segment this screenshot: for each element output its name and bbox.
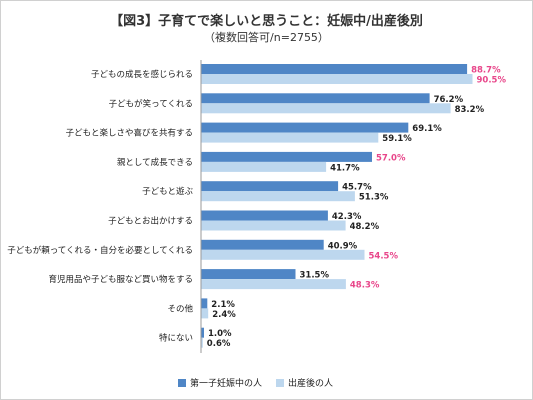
bar-series1 bbox=[201, 210, 328, 221]
bar-series1 bbox=[201, 64, 468, 74]
bar-series1 bbox=[201, 298, 208, 309]
data-label: 54.5% bbox=[369, 251, 399, 261]
legend-swatch-series2 bbox=[276, 378, 285, 387]
category-label: 子どもが頼ってくれる・自分を必要としてくれる bbox=[7, 245, 193, 256]
category-label: 子どもと楽しさや喜びを共有する bbox=[66, 128, 193, 139]
category-label: 育児用品や子ども服など買い物をする bbox=[48, 274, 193, 285]
chart-subtitle: （複数回答可/n=2755） bbox=[204, 31, 329, 44]
data-label: 1.0% bbox=[208, 329, 232, 339]
data-label: 2.4% bbox=[212, 310, 236, 320]
data-label: 40.9% bbox=[328, 241, 358, 251]
bar-series2 bbox=[201, 279, 346, 290]
legend-swatch-series1 bbox=[178, 378, 186, 387]
data-label: 83.2% bbox=[455, 105, 485, 115]
category-label: 子どもが笑ってくれる bbox=[109, 98, 193, 109]
chart-legend: 第一子妊娠中の人 出産後の人 bbox=[178, 376, 333, 389]
data-label: 45.7% bbox=[342, 183, 372, 193]
data-label: 48.3% bbox=[350, 281, 380, 291]
bar-series2 bbox=[201, 191, 355, 202]
data-label: 57.0% bbox=[376, 153, 406, 163]
data-label: 90.5% bbox=[477, 76, 507, 86]
bar-series1 bbox=[201, 122, 409, 133]
data-label: 59.1% bbox=[382, 134, 412, 144]
category-label: 親として成長できる bbox=[117, 157, 193, 168]
bar-series1 bbox=[201, 239, 324, 250]
data-label: 76.2% bbox=[434, 95, 464, 105]
bar-series2 bbox=[201, 220, 346, 231]
chart-title: 【図3】子育てで楽しいと思うこと：妊娠中/出産後別 bbox=[110, 14, 423, 29]
bar-series2 bbox=[201, 249, 365, 260]
bar-series2 bbox=[201, 308, 209, 319]
bar-series2 bbox=[201, 132, 379, 143]
bar-series1 bbox=[201, 181, 339, 192]
data-label: 2.1% bbox=[211, 300, 235, 310]
legend-item-series1: 第一子妊娠中の人 bbox=[178, 376, 262, 389]
category-label: その他 bbox=[167, 303, 193, 314]
data-label: 69.1% bbox=[412, 124, 442, 134]
category-label: 特にない bbox=[159, 333, 193, 344]
data-label: 51.3% bbox=[359, 193, 389, 203]
bar-series1 bbox=[201, 93, 430, 104]
data-label: 48.2% bbox=[350, 222, 380, 232]
bar-series2 bbox=[201, 74, 473, 84]
bar-series1 bbox=[201, 151, 372, 162]
legend-label-series2: 出産後の人 bbox=[288, 379, 334, 389]
data-label: 88.7% bbox=[471, 66, 501, 76]
data-label: 41.7% bbox=[330, 163, 360, 173]
category-label: 子どもと遊ぶ bbox=[142, 186, 193, 197]
data-label: 0.6% bbox=[207, 339, 231, 349]
bar-series1 bbox=[201, 327, 204, 338]
bar-series2 bbox=[201, 337, 203, 348]
legend-label-series1: 第一子妊娠中の人 bbox=[190, 379, 263, 389]
category-label: 子どもの成長を感じられる bbox=[91, 69, 193, 80]
bar-series1 bbox=[201, 269, 296, 280]
bar-series2 bbox=[201, 103, 451, 114]
legend-item-series2: 出産後の人 bbox=[276, 376, 333, 389]
data-label: 31.5% bbox=[300, 271, 330, 281]
bar-series2 bbox=[201, 161, 327, 172]
category-label: 子どもとお出かけする bbox=[108, 216, 193, 227]
data-label: 42.3% bbox=[332, 212, 362, 222]
